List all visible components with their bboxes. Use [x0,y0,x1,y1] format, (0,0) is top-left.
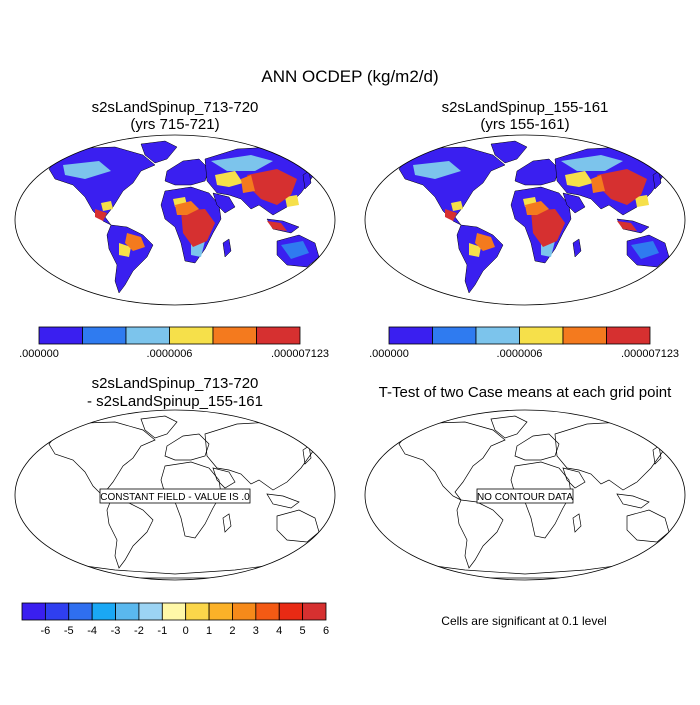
colorbar-1-label: .000000 [19,348,59,360]
constant-field-note: CONSTANT FIELD - VALUE IS .0 [99,488,251,504]
map-border-4 [364,409,686,581]
colorbar-3-label: 1 [206,625,212,637]
colorbar-2-label: .0000006 [497,348,543,360]
colorbar-3-label: -6 [40,625,50,637]
colorbar-3-swatch [302,602,327,621]
colorbar-3-swatch [44,602,70,621]
colorbar-3-swatch [21,602,46,621]
colorbar-3-label: 2 [229,625,235,637]
colorbar-3-swatch [91,602,116,621]
colorbar-3-swatch [115,602,140,621]
no-contour-note: NO CONTOUR DATA [476,488,574,504]
colorbar-3-label: -2 [134,625,144,637]
colorbar-2-swatch [432,326,477,345]
panel4-title: T-Test of two Case means at each grid po… [379,384,672,401]
significance-note: Cells are significant at 0.1 level [441,614,606,628]
colorbar-3-label: -4 [87,625,97,637]
colorbar-3-label: -1 [157,625,167,637]
colorbar-3-label: -5 [64,625,74,637]
colorbar-2-swatch [388,326,433,345]
colorbar-3-swatch [68,602,93,621]
colorbar-1-swatch [212,326,257,345]
panel2-title-line1: s2sLandSpinup_155-161 [442,99,609,116]
panel3-title-line1: s2sLandSpinup_713-720 [92,375,259,392]
colorbar-2-swatch [606,326,651,345]
colorbar-2-swatch [519,326,564,345]
panel2-title-line2: (yrs 155-161) [480,116,569,133]
colorbar-1-swatch [38,326,83,345]
colorbar-3-swatch [255,602,280,621]
map-border-3 [14,409,336,581]
colorbar-1-swatch [125,326,170,345]
colorbar-3-label: -3 [111,625,121,637]
map-border-2 [364,134,686,306]
colorbar-panel-1: .000000 .0000006 .000007123 [19,326,329,360]
colorbar-3-swatch [138,602,163,621]
no-contour-note-text: NO CONTOUR DATA [477,492,573,503]
colorbar-3-swatch [232,602,257,621]
colorbar-2-label: .000000 [369,348,409,360]
colorbar-3-label: 4 [276,625,282,637]
figure-title: ANN OCDEP (kg/m2/d) [261,67,438,86]
colorbar-1-swatch [82,326,127,345]
colorbar-3-label: 5 [300,625,306,637]
colorbar-2-label: .000007123 [621,348,679,360]
map-panel-2 [364,134,686,306]
colorbar-difference: -6 -5 -4 -3 -2 -1 0 1 2 3 4 5 6 [21,602,329,637]
colorbar-3-label: 6 [323,625,329,637]
colorbar-3-label: 3 [253,625,259,637]
colorbar-1-swatch [256,326,301,345]
colorbar-1-label: .000007123 [271,348,329,360]
colorbar-2-swatch [562,326,607,345]
colorbar-1-swatch [169,326,214,345]
colorbar-3-swatch [278,602,304,621]
colorbar-3-label: 0 [183,625,189,637]
panel1-title-line1: s2sLandSpinup_713-720 [92,99,259,116]
constant-field-note-text: CONSTANT FIELD - VALUE IS .0 [100,492,250,503]
colorbar-panel-2: .000000 .0000006 .000007123 [369,326,679,360]
colorbar-1-label: .0000006 [147,348,193,360]
colorbar-3-swatch [161,602,187,621]
colorbar-3-swatch [185,602,210,621]
panel1-title-line2: (yrs 715-721) [130,116,219,133]
map-border-1 [14,134,336,306]
map-panel-1 [14,134,336,306]
panel3-title-line2: - s2sLandSpinup_155-161 [87,393,263,410]
colorbar-2-swatch [475,326,520,345]
colorbar-3-swatch [208,602,233,621]
